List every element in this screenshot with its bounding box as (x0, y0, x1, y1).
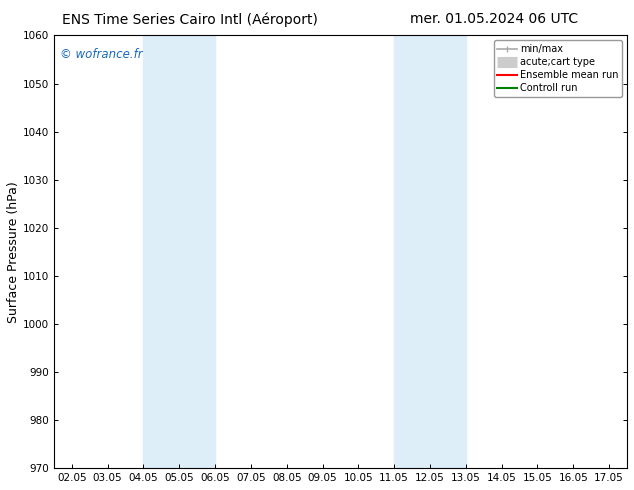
Text: ENS Time Series Cairo Intl (Aéroport): ENS Time Series Cairo Intl (Aéroport) (62, 12, 318, 27)
Text: © wofrance.fr: © wofrance.fr (60, 49, 142, 61)
Bar (143, 35, 215, 468)
Text: mer. 01.05.2024 06 UTC: mer. 01.05.2024 06 UTC (410, 12, 579, 26)
Y-axis label: Surface Pressure (hPa): Surface Pressure (hPa) (7, 181, 20, 323)
Legend: min/max, acute;cart type, Ensemble mean run, Controll run: min/max, acute;cart type, Ensemble mean … (493, 40, 622, 97)
Bar (394, 35, 466, 468)
